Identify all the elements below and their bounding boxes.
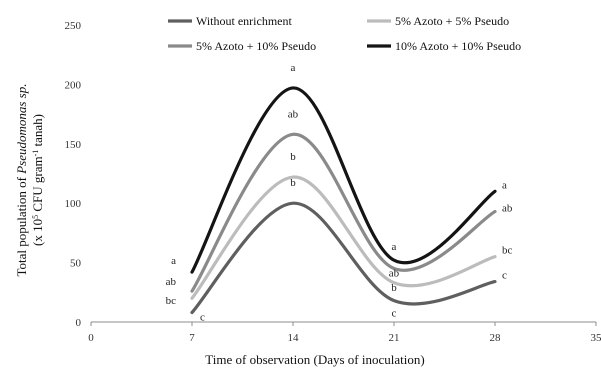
y-axis-title-line2-prefix: (x 10 [30,219,45,246]
data-label: b [290,177,296,189]
legend-label: 10% Azoto + 10% Pseudo [395,39,521,53]
data-label: a [502,179,507,191]
y-axis-title-sup-1: 5 [31,215,40,219]
y-axis-title-line2: (x 105 CFU gram-1 tanah) [30,114,45,246]
y-tick-label: 200 [65,79,82,91]
tick-labels: 0 7 14 21 28 35 0 50 100 150 200 250 [65,20,601,344]
data-label: a [392,241,397,253]
data-label: c [502,270,507,282]
series-line [190,175,497,300]
y-tick-label: 150 [65,139,82,151]
x-tick-label: 35 [591,332,601,344]
y-axis-title-prefix: Total population of [14,174,29,277]
data-label: c [200,311,205,323]
series-line [190,86,497,274]
x-axis-title: Time of observation (Days of inoculation… [205,352,424,367]
y-tick-label: 100 [65,198,82,210]
y-axis-title-italic: Pseudomonas sp. [14,84,29,175]
data-label: ab [166,276,177,288]
x-tick-label: 7 [189,332,195,344]
y-axis-title: Total population of Pseudomonas sp. [14,84,29,277]
data-label: bc [502,245,513,257]
data-label: ab [502,203,513,215]
data-label: a [291,62,296,74]
x-tick-label: 14 [288,332,300,344]
y-tick-label: 50 [70,258,82,270]
data-label: ab [389,268,400,280]
series-lines [190,86,497,315]
series-line [190,132,497,293]
x-tick-label: 21 [389,332,400,344]
legend-label: 5% Azoto + 10% Pseudo [196,39,316,53]
series-line [190,201,497,315]
data-label: c [392,308,397,320]
legend-label: 5% Azoto + 5% Pseudo [395,14,509,28]
legend: Without enrichment 5% Azoto + 5% Pseudo 5%… [168,14,521,53]
x-tick-label: 0 [88,332,94,344]
y-axis-title-line2-mid: CFU gram [30,156,45,215]
data-label: ab [288,108,299,120]
y-axis-title-sup-2: -1 [31,150,40,157]
data-label: b [391,282,397,294]
y-tick-label: 0 [76,317,82,329]
legend-label: Without enrichment [196,14,292,28]
x-tick-label: 28 [490,332,502,344]
axes [90,321,597,326]
data-label: a [171,255,176,267]
data-label: bc [166,295,177,307]
y-tick-label: 250 [65,20,82,32]
y-axis-title-line2-suffix: tanah) [30,114,45,150]
data-label: b [290,151,296,163]
